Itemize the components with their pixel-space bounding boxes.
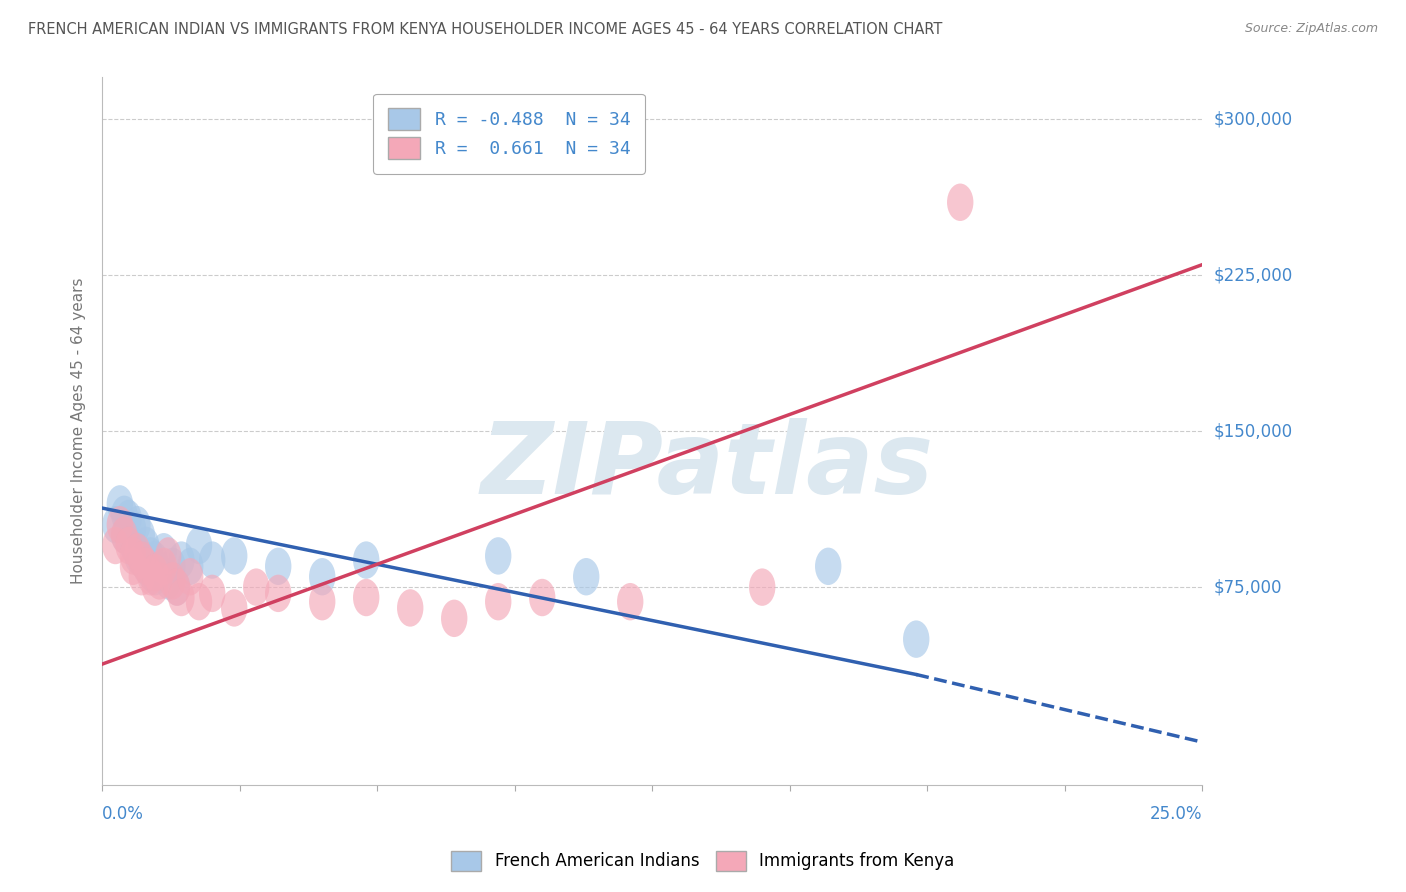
Y-axis label: Householder Income Ages 45 - 64 years: Householder Income Ages 45 - 64 years	[72, 277, 86, 584]
Text: FRENCH AMERICAN INDIAN VS IMMIGRANTS FROM KENYA HOUSEHOLDER INCOME AGES 45 - 64 : FRENCH AMERICAN INDIAN VS IMMIGRANTS FRO…	[28, 22, 942, 37]
Ellipse shape	[138, 558, 165, 596]
Text: $75,000: $75,000	[1213, 578, 1282, 596]
Ellipse shape	[169, 541, 194, 579]
Text: 0.0%: 0.0%	[103, 805, 143, 823]
Ellipse shape	[124, 537, 150, 574]
Ellipse shape	[111, 516, 138, 554]
Ellipse shape	[134, 527, 159, 565]
Ellipse shape	[200, 541, 225, 579]
Ellipse shape	[115, 527, 142, 565]
Ellipse shape	[309, 558, 336, 596]
Ellipse shape	[142, 558, 169, 596]
Ellipse shape	[120, 527, 146, 565]
Ellipse shape	[165, 568, 190, 606]
Ellipse shape	[948, 184, 973, 221]
Ellipse shape	[128, 558, 155, 596]
Text: $225,000: $225,000	[1213, 266, 1292, 284]
Ellipse shape	[120, 537, 146, 574]
Ellipse shape	[529, 579, 555, 616]
Ellipse shape	[353, 579, 380, 616]
Ellipse shape	[124, 533, 150, 571]
Ellipse shape	[128, 516, 155, 554]
Ellipse shape	[617, 583, 644, 621]
Ellipse shape	[111, 516, 138, 554]
Ellipse shape	[138, 537, 165, 574]
Legend: French American Indians, Immigrants from Kenya: French American Indians, Immigrants from…	[443, 842, 963, 880]
Ellipse shape	[186, 583, 212, 621]
Ellipse shape	[120, 548, 146, 585]
Ellipse shape	[124, 506, 150, 543]
Ellipse shape	[221, 537, 247, 574]
Ellipse shape	[177, 548, 204, 585]
Text: ZIPatlas: ZIPatlas	[481, 418, 934, 515]
Ellipse shape	[186, 527, 212, 565]
Ellipse shape	[150, 533, 177, 571]
Ellipse shape	[107, 485, 134, 523]
Ellipse shape	[111, 496, 138, 533]
Ellipse shape	[574, 558, 599, 596]
Ellipse shape	[107, 506, 134, 543]
Ellipse shape	[177, 558, 204, 596]
Ellipse shape	[353, 541, 380, 579]
Ellipse shape	[128, 541, 155, 579]
Ellipse shape	[221, 590, 247, 627]
Ellipse shape	[749, 568, 776, 606]
Ellipse shape	[155, 562, 181, 599]
Ellipse shape	[142, 554, 169, 591]
Ellipse shape	[134, 548, 159, 585]
Ellipse shape	[146, 562, 173, 599]
Text: 25.0%: 25.0%	[1150, 805, 1202, 823]
Ellipse shape	[134, 548, 159, 585]
Ellipse shape	[243, 568, 270, 606]
Ellipse shape	[309, 583, 336, 621]
Text: Source: ZipAtlas.com: Source: ZipAtlas.com	[1244, 22, 1378, 36]
Ellipse shape	[103, 506, 128, 543]
Ellipse shape	[165, 568, 190, 606]
Ellipse shape	[903, 621, 929, 658]
Ellipse shape	[485, 583, 512, 621]
Ellipse shape	[142, 541, 169, 579]
Ellipse shape	[120, 510, 146, 548]
Ellipse shape	[138, 554, 165, 591]
Ellipse shape	[200, 574, 225, 612]
Ellipse shape	[264, 574, 291, 612]
Ellipse shape	[115, 500, 142, 537]
Legend: R = -0.488  N = 34, R =  0.661  N = 34: R = -0.488 N = 34, R = 0.661 N = 34	[374, 94, 645, 174]
Ellipse shape	[150, 548, 177, 585]
Ellipse shape	[264, 548, 291, 585]
Ellipse shape	[142, 568, 169, 606]
Ellipse shape	[169, 579, 194, 616]
Text: $300,000: $300,000	[1213, 110, 1292, 128]
Text: $150,000: $150,000	[1213, 422, 1292, 440]
Ellipse shape	[155, 537, 181, 574]
Ellipse shape	[441, 599, 467, 637]
Ellipse shape	[159, 548, 186, 585]
Ellipse shape	[815, 548, 841, 585]
Ellipse shape	[103, 527, 128, 565]
Ellipse shape	[485, 537, 512, 574]
Ellipse shape	[146, 554, 173, 591]
Ellipse shape	[159, 562, 186, 599]
Ellipse shape	[396, 590, 423, 627]
Ellipse shape	[128, 541, 155, 579]
